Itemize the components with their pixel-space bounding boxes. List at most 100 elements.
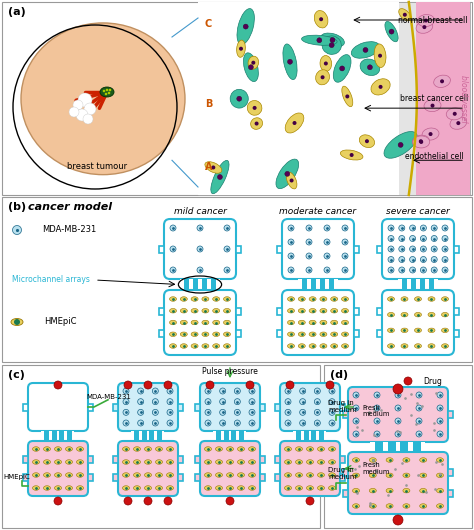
Circle shape [255,121,259,126]
Circle shape [288,225,294,231]
Ellipse shape [227,473,234,477]
Bar [340,474,345,481]
Circle shape [326,381,334,389]
Bar [211,279,217,290]
FancyBboxPatch shape [382,290,454,355]
Ellipse shape [288,332,294,337]
Ellipse shape [251,118,263,129]
Circle shape [237,96,242,101]
Ellipse shape [65,473,73,477]
Circle shape [342,253,348,259]
Circle shape [288,59,292,64]
Ellipse shape [318,473,325,477]
Ellipse shape [318,447,325,451]
Circle shape [388,235,394,242]
Ellipse shape [76,486,83,490]
Circle shape [393,515,403,525]
Circle shape [329,388,335,394]
Circle shape [300,399,306,405]
Bar [275,456,280,463]
Ellipse shape [307,460,313,464]
Circle shape [437,392,443,398]
Ellipse shape [414,312,421,317]
Circle shape [219,420,226,426]
Text: (b): (b) [8,202,26,212]
Circle shape [124,497,132,505]
Circle shape [144,497,152,505]
Ellipse shape [134,460,140,464]
Circle shape [137,399,144,405]
Bar [416,2,470,195]
FancyBboxPatch shape [280,383,340,431]
Text: MDA-MB-231: MDA-MB-231 [86,394,131,400]
Bar [419,279,425,290]
Bar [371,442,426,452]
Bar [134,431,139,441]
Circle shape [285,420,291,426]
Ellipse shape [422,128,439,140]
Circle shape [314,399,320,405]
Ellipse shape [401,297,408,301]
Bar [180,279,220,290]
Circle shape [300,388,306,394]
Circle shape [124,381,132,389]
Ellipse shape [320,33,345,47]
Text: B: B [205,99,212,109]
Circle shape [285,171,290,176]
Circle shape [395,392,401,398]
Ellipse shape [44,447,51,451]
Ellipse shape [216,486,222,490]
Circle shape [419,140,423,144]
Circle shape [205,399,211,405]
Ellipse shape [320,308,327,313]
Ellipse shape [191,332,198,337]
Bar [23,403,28,411]
Bar [202,279,207,290]
Ellipse shape [388,312,394,317]
Ellipse shape [248,486,255,490]
Circle shape [324,267,330,273]
Ellipse shape [328,447,336,451]
Ellipse shape [316,70,329,85]
Ellipse shape [288,344,294,348]
Circle shape [437,405,443,411]
Ellipse shape [413,136,430,148]
Ellipse shape [419,458,427,462]
Ellipse shape [224,332,230,337]
Bar [293,431,327,441]
Circle shape [353,431,359,437]
Circle shape [290,179,293,182]
Ellipse shape [191,320,198,325]
Bar [301,279,307,290]
Text: HMEpiC: HMEpiC [44,317,76,326]
Circle shape [234,409,240,416]
Ellipse shape [322,36,341,55]
Ellipse shape [166,486,173,490]
Circle shape [253,106,256,110]
Circle shape [248,65,254,70]
Ellipse shape [341,320,348,325]
Ellipse shape [100,87,114,97]
Text: Drug in
medium: Drug in medium [328,400,356,413]
Ellipse shape [309,320,316,325]
Ellipse shape [204,486,211,490]
Ellipse shape [205,162,222,173]
Ellipse shape [301,35,337,46]
Ellipse shape [33,486,39,490]
Circle shape [431,257,437,262]
Ellipse shape [155,447,163,451]
Circle shape [288,239,294,245]
Ellipse shape [216,473,222,477]
Bar [236,245,241,252]
Ellipse shape [369,473,376,478]
Circle shape [416,431,422,437]
Bar [224,431,228,441]
Circle shape [314,420,320,426]
Ellipse shape [202,297,209,301]
Ellipse shape [419,473,427,478]
Ellipse shape [369,458,376,462]
Ellipse shape [284,473,292,477]
Circle shape [329,409,335,416]
Ellipse shape [213,344,220,348]
Ellipse shape [371,79,390,95]
